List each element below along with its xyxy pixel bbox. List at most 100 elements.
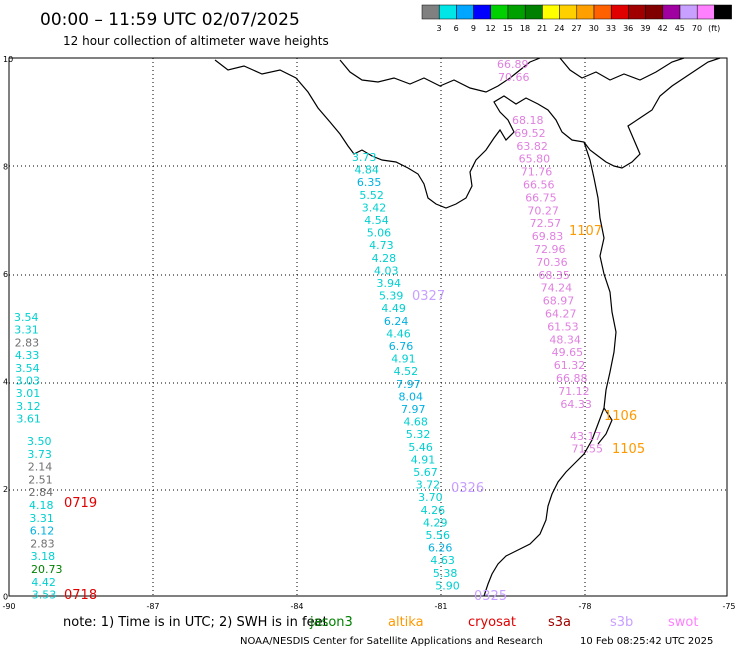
wave-height-value: 71.55 xyxy=(572,443,604,456)
wave-height-value: 4.73 xyxy=(369,239,394,252)
color-swatch xyxy=(542,4,560,20)
color-swatch xyxy=(679,4,698,20)
wave-height-value: 4.26 xyxy=(421,504,446,517)
x-tick-label: -78 xyxy=(578,602,591,611)
wave-height-value: 6.24 xyxy=(384,315,409,328)
wave-height-value: 6.12 xyxy=(30,525,55,538)
wave-height-group-right: 68.1869.5263.8265.8071.7666.5666.7570.27… xyxy=(512,114,592,411)
wave-height-value: 61.53 xyxy=(547,320,579,333)
wave-height-value: 4.46 xyxy=(386,327,411,340)
pass-time-label: 0326 xyxy=(451,481,484,496)
color-swatch xyxy=(438,4,457,20)
color-swatch xyxy=(490,4,509,20)
wave-height-value: 3.50 xyxy=(27,435,52,448)
color-swatch xyxy=(524,4,543,20)
wave-height-value: 71.12 xyxy=(558,385,590,398)
satellite-legend-item: jason3 xyxy=(309,615,353,630)
color-swatch xyxy=(610,4,629,20)
color-scale-label: 6 xyxy=(454,24,459,33)
wave-height-value: 64.33 xyxy=(560,398,592,411)
wave-height-value: 66.89 xyxy=(497,58,529,71)
color-scale-label: 9 xyxy=(471,24,476,33)
wave-height-value: 69.52 xyxy=(514,127,546,140)
wave-height-value: 7.97 xyxy=(396,378,421,391)
y-tick-label: 0 xyxy=(3,593,8,602)
wave-height-value: 5.67 xyxy=(413,466,438,479)
wave-height-value: 5.06 xyxy=(367,227,392,240)
y-axis-ticks: 10 8 6 4 2 0 xyxy=(3,55,13,602)
wave-height-value: 64.27 xyxy=(545,308,577,321)
wave-height-value: 61.32 xyxy=(554,359,586,372)
color-scale-label: 15 xyxy=(503,24,513,33)
wave-height-value: 4.68 xyxy=(403,416,428,429)
wave-height-value: 3.31 xyxy=(29,512,54,525)
wave-height-value: 4.91 xyxy=(411,453,436,466)
wave-height-value: 68.97 xyxy=(543,295,575,308)
wave-height-value: 4.84 xyxy=(354,164,379,177)
wave-height-value: 4.49 xyxy=(381,302,406,315)
wave-height-value: 5.46 xyxy=(408,441,433,454)
wave-height-value: 4.29 xyxy=(423,516,448,529)
wave-height-value: 3.54 xyxy=(14,311,39,324)
wave-height-value: 6.35 xyxy=(357,176,382,189)
satellite-legend-item: swot xyxy=(668,615,698,630)
pass-time-label: 0719 xyxy=(64,496,97,511)
wave-height-value: 3.54 xyxy=(15,362,40,375)
wave-height-value: 3.72 xyxy=(416,479,441,492)
wave-height-group-middle: 3.734.846.355.523.424.545.064.734.284.03… xyxy=(352,151,460,592)
wave-height-value: 4.52 xyxy=(394,365,419,378)
color-swatch xyxy=(714,4,732,20)
page-subtitle: 12 hour collection of altimeter wave hei… xyxy=(63,34,329,48)
wave-height-value: 2.14 xyxy=(28,461,53,474)
color-scale-label: 3 xyxy=(436,24,441,33)
color-scale-label: 70 xyxy=(692,24,702,33)
color-swatch xyxy=(559,4,578,20)
y-tick-label: 2 xyxy=(3,485,8,494)
wave-height-value: 3.03 xyxy=(16,375,41,388)
color-swatch xyxy=(593,4,612,20)
color-swatch xyxy=(645,4,664,20)
color-scale-label: 42 xyxy=(658,24,668,33)
footer-timestamp: 10 Feb 08:25:42 UTC 2025 xyxy=(580,636,713,647)
wave-height-value: 3.31 xyxy=(14,324,39,337)
wave-height-value: 70.27 xyxy=(527,204,559,217)
wave-height-value: 3.42 xyxy=(362,201,387,214)
color-swatch xyxy=(421,4,440,20)
footer-credit: NOAA/NESDIS Center for Satellite Applica… xyxy=(240,636,543,647)
color-swatch xyxy=(696,4,715,20)
pass-time-labels: 0327 0326 0325 1107 1106 1105 0719 0718 xyxy=(64,224,645,604)
pass-time-label: 1105 xyxy=(612,442,645,457)
wave-height-value: 4.54 xyxy=(364,214,389,227)
wave-height-value: 5.56 xyxy=(426,529,451,542)
wave-height-value: 63.82 xyxy=(516,140,548,153)
wave-height-value: 70.36 xyxy=(536,256,568,269)
color-swatch xyxy=(507,4,526,20)
wave-height-value: 5.90 xyxy=(435,579,460,592)
wave-height-value: 69.83 xyxy=(532,230,564,243)
wave-height-value: 4.18 xyxy=(29,499,54,512)
wave-height-value: 3.61 xyxy=(16,413,41,426)
wave-height-value: 3.18 xyxy=(31,550,55,563)
map-frame xyxy=(8,57,728,597)
y-tick-label: 8 xyxy=(3,163,8,172)
wave-height-value: 4.33 xyxy=(15,349,40,362)
wave-height-value: 20.73 xyxy=(31,563,63,576)
wave-height-value: 3.73 xyxy=(352,151,377,164)
satellite-legend-item: cryosat xyxy=(468,615,516,630)
wave-height-value: 3.53 xyxy=(32,589,57,602)
x-tick-label: -87 xyxy=(146,602,159,611)
wave-height-value: 68.18 xyxy=(512,114,544,127)
color-scale-label: 33 xyxy=(606,24,616,33)
pass-time-label: 0327 xyxy=(412,289,445,304)
wave-height-value: 5.52 xyxy=(359,189,384,202)
wave-height-value: 3.70 xyxy=(418,491,443,504)
wave-height-value: 3.01 xyxy=(16,387,41,400)
wave-height-value: 68.35 xyxy=(538,269,570,282)
wave-height-value: 72.57 xyxy=(530,217,562,230)
wave-height-value: 7.97 xyxy=(401,403,426,416)
satellite-legend: jason3 altika cryosat s3a s3b swot xyxy=(309,615,698,630)
wave-height-value: 2.83 xyxy=(30,537,55,550)
